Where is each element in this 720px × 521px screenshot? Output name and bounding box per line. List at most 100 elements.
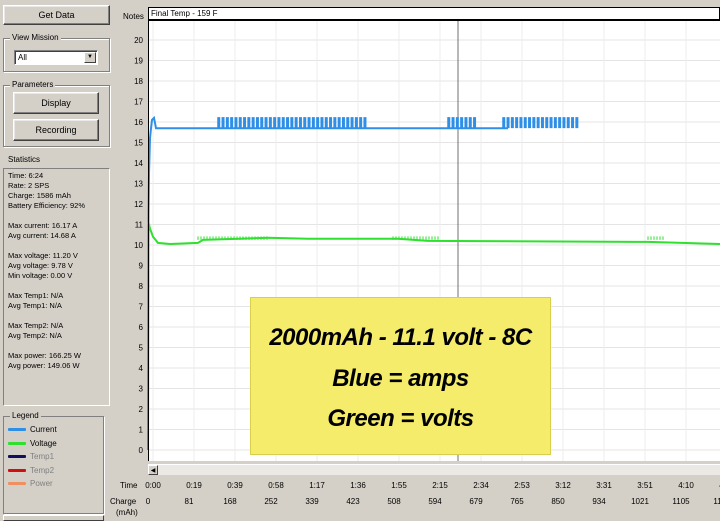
x-time-tick-label: 0:58 <box>268 481 284 490</box>
callout-line-3: Green = volts <box>327 405 474 432</box>
x-time-tick-label: 4:10 <box>678 481 694 490</box>
x-time-tick-label: 0:00 <box>145 481 161 490</box>
current-spike <box>320 117 324 129</box>
stat-line: Max power: 166.25 W <box>8 351 81 360</box>
recording-button[interactable]: Recording <box>13 119 99 141</box>
x-time-tick-label: 1:17 <box>309 481 325 490</box>
y-tick-label: 0 <box>139 446 144 455</box>
current-spike <box>523 117 527 129</box>
horizontal-scrollbar[interactable]: ◀ <box>148 464 720 475</box>
mission-select[interactable]: All ▼ <box>14 50 98 65</box>
legend-group: Legend Current Voltage Temp1 Temp2 Power <box>3 411 104 514</box>
legend-swatch-icon <box>8 482 26 485</box>
current-spike <box>515 117 519 129</box>
display-button[interactable]: Display <box>13 92 99 114</box>
y-tick-label: 2 <box>139 405 144 414</box>
mission-select-value: All <box>18 53 27 62</box>
x-time-tick-label: 0:19 <box>186 481 202 490</box>
current-spike <box>346 117 350 129</box>
current-spike <box>294 117 298 129</box>
y-tick-label: 8 <box>139 282 144 291</box>
notes-label: Notes <box>123 12 144 21</box>
view-mission-label: View Mission <box>10 33 61 43</box>
x-charge-tick-label: 1192 <box>713 497 720 506</box>
x-charge-tick-label: 850 <box>551 497 565 506</box>
y-tick-label: 15 <box>134 139 143 148</box>
charge-row-label: Charge <box>110 497 137 506</box>
current-spike <box>247 117 251 129</box>
current-spike <box>337 117 341 129</box>
current-spike <box>316 117 320 129</box>
current-spike <box>510 117 514 129</box>
time-row-label: Time <box>120 481 138 490</box>
current-spike <box>230 117 234 129</box>
current-spike <box>255 117 259 129</box>
legend-swatch-icon <box>8 468 26 472</box>
legend-label: Voltage <box>30 438 57 448</box>
legend-item-temp1[interactable]: Temp1 <box>8 452 54 461</box>
x-time-tick-label: 3:31 <box>596 481 612 490</box>
current-spike <box>234 117 238 129</box>
x-charge-tick-label: 934 <box>592 497 606 506</box>
legend-label: Temp1 <box>30 452 55 461</box>
current-spike <box>468 117 472 129</box>
parameters-label: Parameters <box>10 80 56 90</box>
current-spike <box>460 117 464 129</box>
x-charge-tick-label: 0 <box>146 497 151 506</box>
chevron-down-icon[interactable]: ▼ <box>84 52 96 63</box>
current-spike <box>562 117 566 129</box>
current-spike <box>363 117 367 129</box>
y-tick-label: 13 <box>134 180 143 189</box>
current-spike <box>519 117 523 129</box>
x-charge-tick-label: 765 <box>510 497 524 506</box>
current-spike <box>243 117 247 129</box>
legend-item-temp2[interactable]: Temp2 <box>8 466 54 475</box>
x-charge-tick-label: 423 <box>346 497 360 506</box>
x-time-tick-label: 2:34 <box>473 481 489 490</box>
current-spike <box>451 117 455 129</box>
legend-label: Temp2 <box>30 465 55 475</box>
x-charge-tick-label: 1021 <box>631 497 649 506</box>
stat-line: Avg Temp2: N/A <box>8 331 62 340</box>
current-spike <box>251 117 255 129</box>
x-time-tick-label: 1:36 <box>350 481 366 490</box>
legend-swatch-icon <box>8 455 26 458</box>
legend-item-current[interactable]: Current <box>8 425 57 434</box>
y-tick-label: 17 <box>134 98 143 107</box>
current-spike <box>502 117 506 129</box>
legend-item-voltage[interactable]: Voltage <box>8 439 57 448</box>
current-spike <box>575 117 579 129</box>
x-time-tick-label: 2:15 <box>432 481 448 490</box>
y-tick-label: 10 <box>134 241 143 250</box>
view-mission-group: View Mission <box>3 33 110 72</box>
stat-line: Max Temp2: N/A <box>8 321 64 330</box>
x-time-tick-label: 2:53 <box>514 481 530 490</box>
current-spike <box>566 117 570 129</box>
scroll-left-arrow-icon[interactable]: ◀ <box>148 465 158 475</box>
statistics-title: Statistics <box>8 155 41 164</box>
y-tick-label: 16 <box>134 118 143 127</box>
stat-line: Rate: 2 SPS <box>8 181 50 190</box>
get-data-button[interactable]: Get Data <box>3 5 110 25</box>
y-tick-label: 7 <box>139 303 144 312</box>
current-spike <box>359 117 363 129</box>
y-tick-label: 14 <box>134 159 143 168</box>
current-spike <box>238 117 242 129</box>
statistics-panel: Time: 6:24 Rate: 2 SPS Charge: 1586 mAh Bat… <box>3 168 110 406</box>
current-spike <box>341 117 345 129</box>
current-spike <box>350 117 354 129</box>
current-spike <box>311 117 315 129</box>
current-spike <box>528 117 532 129</box>
current-spike <box>286 117 290 129</box>
current-spike <box>217 117 221 129</box>
current-spike <box>455 117 459 129</box>
notes-field[interactable]: Final Temp - 159 F <box>148 7 720 20</box>
callout-line-1: 2000mAh - 11.1 volt - 8C <box>269 324 532 351</box>
current-spike <box>290 117 294 129</box>
legend-item-power[interactable]: Power <box>8 479 53 488</box>
x-time-tick-label: 3:12 <box>555 481 571 490</box>
current-spike <box>464 117 468 129</box>
y-tick-label: 20 <box>134 36 143 45</box>
x-time-tick-label: 1:55 <box>391 481 407 490</box>
current-spike <box>260 117 264 129</box>
